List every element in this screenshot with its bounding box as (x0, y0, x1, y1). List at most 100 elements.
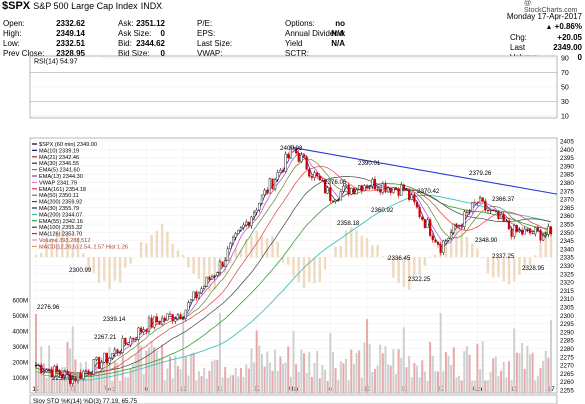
candle-body (153, 316, 156, 328)
macd-bar (176, 250, 180, 258)
macd-bar (423, 257, 427, 266)
volume-bar (190, 353, 193, 393)
macd-bar (350, 227, 353, 258)
macd-bar (124, 257, 127, 268)
candle-body (176, 314, 179, 320)
candle-body (526, 228, 529, 230)
legend-entry: MA(200) 2344.07 (39, 212, 82, 218)
candle-body (274, 179, 277, 190)
price-annotation: 2267.21 (94, 334, 117, 341)
volume-bar (119, 380, 122, 393)
volume-bar (234, 367, 237, 393)
volume-bar (171, 378, 174, 393)
rsi-tick-label: 10 (561, 114, 569, 121)
quote-label: P/E: (197, 19, 213, 28)
pct-change: ▲ +0.86% (545, 22, 582, 31)
candle-body (63, 371, 67, 379)
candle-body (505, 220, 508, 222)
price-tick-label: 2370 (560, 197, 574, 204)
candle-body (132, 337, 135, 340)
volume-bar (502, 362, 505, 393)
volume-bar (429, 341, 432, 393)
trendline (293, 147, 558, 195)
volume-bar (292, 331, 295, 393)
quote-value: N/A (331, 39, 345, 48)
volume-bar (195, 380, 198, 393)
candle-body (471, 202, 474, 212)
volume-bar (345, 359, 348, 393)
candle-body (297, 152, 300, 162)
candle-body (473, 202, 476, 204)
price-tick-label: 2365 (560, 205, 574, 212)
volume-bar (387, 364, 390, 393)
candle-body (187, 302, 190, 311)
volume-bar (295, 364, 298, 393)
volume-bar (84, 361, 87, 393)
quote-value: 2332.51 (56, 39, 85, 48)
volume-bar (221, 377, 224, 393)
volume-bar (182, 313, 185, 393)
volume-bar (134, 354, 137, 393)
volume-bar (392, 349, 395, 393)
macd-bar (192, 257, 195, 274)
volume-bar (179, 369, 182, 393)
volume-bar (92, 360, 95, 393)
candle-body (158, 321, 161, 325)
volume-bar (431, 356, 434, 393)
volume-bar (305, 372, 308, 393)
candle-body (355, 189, 358, 195)
volume-bar (211, 361, 214, 393)
candle-body (100, 362, 103, 369)
candle-body (360, 185, 363, 192)
candle-body (415, 201, 419, 208)
volume-bar (413, 363, 416, 393)
volume-bar (415, 365, 418, 393)
macd-bar (392, 257, 395, 278)
candle-body (423, 219, 426, 228)
candle-body (213, 275, 216, 277)
candle-body (210, 276, 214, 280)
volume-bar (297, 372, 300, 393)
volume-bar (423, 371, 426, 393)
volume-bar (352, 363, 355, 393)
macd-bar (539, 243, 542, 258)
candle-body (523, 228, 526, 235)
candle-body (226, 248, 229, 261)
candle-body (90, 373, 93, 375)
candle-body (476, 202, 479, 204)
volume-bar (218, 313, 221, 393)
quote-label: Chg: (510, 33, 527, 42)
stoch-panel-frame (29, 394, 558, 404)
volume-bar (531, 352, 534, 393)
volume-bar (492, 358, 495, 393)
candle-body (255, 209, 258, 213)
candle-body (171, 314, 174, 322)
quote-value: 2351.12 (136, 19, 165, 28)
volume-bar (287, 346, 290, 393)
candle-body (79, 372, 82, 380)
candle-body (513, 225, 516, 237)
volume-bar (394, 374, 397, 393)
volume-bar (408, 355, 411, 393)
volume-bar (284, 362, 287, 393)
macd-histogram (34, 222, 553, 292)
volume-bar (153, 347, 156, 393)
volume-bar (523, 368, 526, 393)
quote-label: SCTR: (285, 49, 309, 58)
candle-body (279, 170, 282, 173)
candle-body (507, 220, 511, 230)
macd-bar (365, 237, 369, 258)
volume-bar (174, 355, 177, 393)
volume-bar (45, 377, 48, 393)
volume-bar (465, 346, 468, 393)
volume-bar (350, 349, 353, 393)
volume-bar (410, 377, 413, 393)
macd-bar (45, 237, 48, 258)
candle-body (179, 314, 182, 320)
candle-body (161, 317, 164, 325)
candle-body (363, 185, 366, 192)
candle-body (182, 318, 185, 320)
candle-body (126, 343, 130, 346)
quote-label: Annual Dividend: (285, 29, 346, 38)
